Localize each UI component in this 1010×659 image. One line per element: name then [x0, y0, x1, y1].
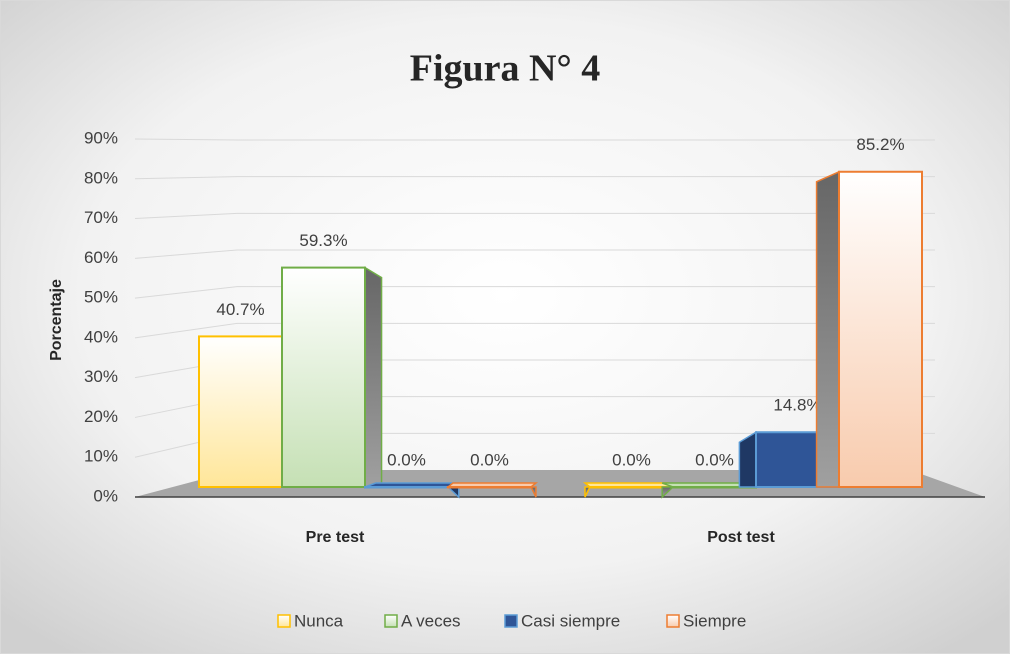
legend-swatch	[277, 614, 291, 628]
y-tick-label: 30%	[84, 367, 118, 386]
data-label: 0.0%	[612, 450, 651, 469]
bar	[364, 486, 449, 489]
y-tick-label: 80%	[84, 168, 118, 187]
x-tick-label: Post test	[707, 529, 775, 546]
data-label: 14.8%	[773, 396, 821, 415]
data-label: 0.0%	[387, 450, 426, 469]
grid-line	[134, 138, 935, 141]
bar	[589, 486, 674, 489]
grid-line	[134, 249, 935, 259]
legend-label: Casi siempre	[521, 611, 620, 630]
y-tick-label: 90%	[84, 128, 118, 147]
chart-title: Figura N° 4	[410, 48, 600, 90]
bar	[838, 170, 923, 488]
legend-label: Nunca	[294, 611, 344, 630]
y-tick-label: 10%	[84, 447, 118, 466]
bar-side	[364, 266, 383, 488]
y-tick-label: 0%	[93, 486, 118, 505]
data-label: 59.3%	[299, 231, 347, 250]
bar-side	[584, 486, 592, 498]
grid-line	[134, 212, 935, 220]
data-label: 40.7%	[216, 300, 264, 319]
legend-label: Siempre	[683, 611, 746, 630]
grid-line	[134, 322, 935, 339]
grid-line	[134, 176, 935, 180]
y-tick-label: 50%	[84, 288, 118, 307]
y-tick-label: 20%	[84, 407, 118, 426]
legend-swatch	[504, 614, 518, 628]
y-tick-label: 70%	[84, 208, 118, 227]
bar-side	[661, 486, 675, 499]
y-tick-label: 60%	[84, 248, 118, 267]
bar-side	[815, 170, 840, 488]
bar	[281, 266, 366, 488]
legend-label: A veces	[401, 611, 461, 630]
data-label: 85.2%	[856, 135, 904, 154]
data-label: 0.0%	[695, 450, 734, 469]
y-axis-label: Porcentaje	[48, 279, 65, 361]
data-label: 0.0%	[470, 450, 509, 469]
bar-side	[738, 430, 757, 488]
y-tick-label: 40%	[84, 327, 118, 346]
x-tick-label: Pre test	[306, 529, 365, 546]
bar	[198, 335, 283, 488]
bar	[447, 486, 532, 489]
grid-line	[134, 286, 935, 299]
legend-swatch	[384, 614, 398, 628]
bar-side	[529, 486, 537, 498]
legend-swatch	[666, 614, 680, 628]
